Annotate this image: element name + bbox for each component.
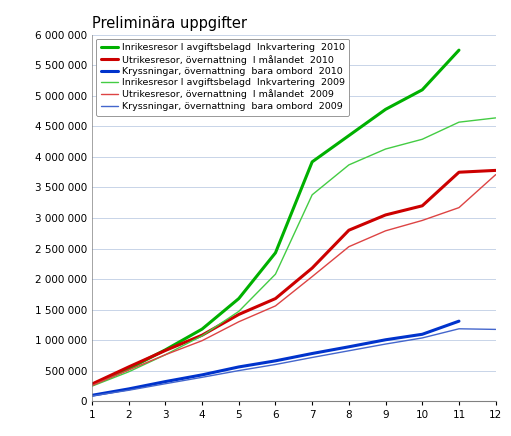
Inrikesresor I avgiftsbelagd  Inkvartering  2010 xyxy=(126,366,132,371)
Utrikesresor, övernattning  I målandet  2010 xyxy=(456,170,462,175)
Inrikesresor I avgiftsbelagd  Inkvartering  2009 xyxy=(419,136,425,142)
Kryssningar, övernattning  bara ombord  2010 xyxy=(236,364,242,370)
Utrikesresor, övernattning  I målandet  2009 xyxy=(456,205,462,210)
Text: Preliminära uppgifter: Preliminära uppgifter xyxy=(92,16,247,31)
Utrikesresor, övernattning  I målandet  2009 xyxy=(346,244,352,249)
Kryssningar, övernattning  bara ombord  2010 xyxy=(126,386,132,392)
Kryssningar, övernattning  bara ombord  2010 xyxy=(383,337,389,342)
Inrikesresor I avgiftsbelagd  Inkvartering  2009 xyxy=(346,162,352,167)
Utrikesresor, övernattning  I målandet  2010 xyxy=(272,296,278,301)
Line: Inrikesresor I avgiftsbelagd  Inkvartering  2010: Inrikesresor I avgiftsbelagd Inkvarterin… xyxy=(92,50,459,385)
Utrikesresor, övernattning  I målandet  2009 xyxy=(89,383,95,388)
Inrikesresor I avgiftsbelagd  Inkvartering  2009 xyxy=(236,309,242,314)
Inrikesresor I avgiftsbelagd  Inkvartering  2010 xyxy=(272,250,278,255)
Kryssningar, övernattning  bara ombord  2009 xyxy=(456,326,462,331)
Kryssningar, övernattning  bara ombord  2010 xyxy=(89,393,95,398)
Utrikesresor, övernattning  I målandet  2010 xyxy=(89,382,95,387)
Kryssningar, övernattning  bara ombord  2010 xyxy=(456,319,462,324)
Utrikesresor, övernattning  I målandet  2009 xyxy=(493,172,499,177)
Utrikesresor, övernattning  I målandet  2010 xyxy=(493,168,499,173)
Kryssningar, övernattning  bara ombord  2010 xyxy=(162,379,169,384)
Inrikesresor I avgiftsbelagd  Inkvartering  2009 xyxy=(493,115,499,120)
Kryssningar, övernattning  bara ombord  2009 xyxy=(493,327,499,332)
Line: Utrikesresor, övernattning  I målandet  2009: Utrikesresor, övernattning I målandet 20… xyxy=(92,175,496,385)
Utrikesresor, övernattning  I målandet  2009 xyxy=(383,228,389,233)
Utrikesresor, övernattning  I målandet  2010 xyxy=(419,203,425,208)
Utrikesresor, övernattning  I målandet  2009 xyxy=(309,274,315,279)
Kryssningar, övernattning  bara ombord  2009 xyxy=(162,381,169,386)
Inrikesresor I avgiftsbelagd  Inkvartering  2009 xyxy=(309,192,315,198)
Kryssningar, övernattning  bara ombord  2009 xyxy=(199,375,205,380)
Kryssningar, övernattning  bara ombord  2009 xyxy=(236,368,242,373)
Kryssningar, övernattning  bara ombord  2009 xyxy=(126,388,132,393)
Inrikesresor I avgiftsbelagd  Inkvartering  2009 xyxy=(383,146,389,152)
Kryssningar, övernattning  bara ombord  2009 xyxy=(272,362,278,367)
Inrikesresor I avgiftsbelagd  Inkvartering  2010 xyxy=(309,159,315,164)
Kryssningar, övernattning  bara ombord  2009 xyxy=(346,348,352,353)
Utrikesresor, övernattning  I målandet  2010 xyxy=(236,312,242,317)
Kryssningar, övernattning  bara ombord  2010 xyxy=(309,351,315,356)
Inrikesresor I avgiftsbelagd  Inkvartering  2010 xyxy=(162,347,169,352)
Inrikesresor I avgiftsbelagd  Inkvartering  2009 xyxy=(456,119,462,125)
Kryssningar, övernattning  bara ombord  2010 xyxy=(419,332,425,337)
Kryssningar, övernattning  bara ombord  2010 xyxy=(346,344,352,349)
Utrikesresor, övernattning  I målandet  2010 xyxy=(383,212,389,218)
Inrikesresor I avgiftsbelagd  Inkvartering  2009 xyxy=(199,333,205,338)
Line: Utrikesresor, övernattning  I målandet  2010: Utrikesresor, övernattning I målandet 20… xyxy=(92,170,496,384)
Kryssningar, övernattning  bara ombord  2009 xyxy=(309,355,315,360)
Utrikesresor, övernattning  I målandet  2009 xyxy=(272,303,278,309)
Kryssningar, övernattning  bara ombord  2010 xyxy=(199,372,205,378)
Utrikesresor, övernattning  I målandet  2010 xyxy=(346,228,352,233)
Utrikesresor, övernattning  I målandet  2009 xyxy=(236,319,242,324)
Line: Kryssningar, övernattning  bara ombord  2010: Kryssningar, övernattning bara ombord 20… xyxy=(92,321,459,395)
Utrikesresor, övernattning  I målandet  2010 xyxy=(309,266,315,271)
Line: Kryssningar, övernattning  bara ombord  2009: Kryssningar, övernattning bara ombord 20… xyxy=(92,329,496,396)
Inrikesresor I avgiftsbelagd  Inkvartering  2010 xyxy=(89,382,95,387)
Inrikesresor I avgiftsbelagd  Inkvartering  2010 xyxy=(383,107,389,112)
Inrikesresor I avgiftsbelagd  Inkvartering  2010 xyxy=(236,296,242,301)
Inrikesresor I avgiftsbelagd  Inkvartering  2010 xyxy=(456,48,462,53)
Utrikesresor, övernattning  I målandet  2009 xyxy=(126,368,132,373)
Inrikesresor I avgiftsbelagd  Inkvartering  2010 xyxy=(419,87,425,92)
Line: Inrikesresor I avgiftsbelagd  Inkvartering  2009: Inrikesresor I avgiftsbelagd Inkvarterin… xyxy=(92,118,496,386)
Kryssningar, övernattning  bara ombord  2009 xyxy=(383,341,389,347)
Inrikesresor I avgiftsbelagd  Inkvartering  2009 xyxy=(89,384,95,389)
Utrikesresor, övernattning  I målandet  2010 xyxy=(199,333,205,338)
Utrikesresor, övernattning  I målandet  2009 xyxy=(419,218,425,223)
Inrikesresor I avgiftsbelagd  Inkvartering  2010 xyxy=(346,133,352,138)
Kryssningar, övernattning  bara ombord  2009 xyxy=(89,393,95,399)
Inrikesresor I avgiftsbelagd  Inkvartering  2009 xyxy=(162,352,169,358)
Utrikesresor, övernattning  I målandet  2009 xyxy=(162,352,169,358)
Kryssningar, övernattning  bara ombord  2010 xyxy=(272,358,278,364)
Utrikesresor, övernattning  I målandet  2010 xyxy=(126,364,132,370)
Inrikesresor I avgiftsbelagd  Inkvartering  2009 xyxy=(126,369,132,375)
Inrikesresor I avgiftsbelagd  Inkvartering  2009 xyxy=(272,272,278,277)
Legend: Inrikesresor I avgiftsbelagd  Inkvartering  2010, Utrikesresor, övernattning  I : Inrikesresor I avgiftsbelagd Inkvarterin… xyxy=(96,38,349,116)
Utrikesresor, övernattning  I målandet  2010 xyxy=(162,348,169,353)
Utrikesresor, övernattning  I målandet  2009 xyxy=(199,338,205,343)
Kryssningar, övernattning  bara ombord  2009 xyxy=(419,335,425,341)
Inrikesresor I avgiftsbelagd  Inkvartering  2010 xyxy=(199,327,205,332)
